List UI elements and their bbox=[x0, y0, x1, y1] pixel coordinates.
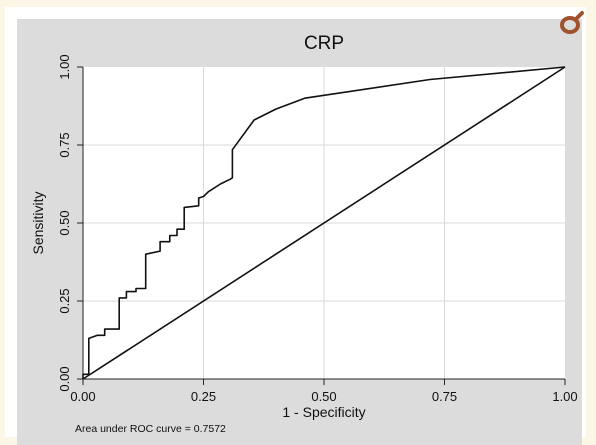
y-tick-label: 0.25 bbox=[57, 288, 72, 313]
y-tick-label: 0.50 bbox=[57, 210, 72, 235]
y-tick-label: 0.00 bbox=[57, 366, 72, 391]
x-tick-label: 0.50 bbox=[311, 389, 336, 404]
x-tick-label: 0.75 bbox=[432, 389, 457, 404]
chart-title: CRP bbox=[304, 33, 344, 54]
figure-frame: CRP 0.00 0.25 0.50 0.75 1.00 0.00 0.25 0.50 0.75 1… bbox=[5, 7, 586, 445]
x-tick-label: 0.00 bbox=[70, 389, 95, 404]
auc-note: Area under ROC curve = 0.7572 bbox=[75, 423, 226, 435]
reference-diagonal-line bbox=[82, 66, 566, 380]
roc-curve-line bbox=[82, 66, 566, 379]
y-tick-label: 1.00 bbox=[57, 54, 72, 79]
y-axis-label: Sensitivity bbox=[30, 191, 46, 254]
stylized-o-logo-icon bbox=[560, 11, 584, 34]
y-tick-label: 0.75 bbox=[57, 132, 72, 157]
x-tick-label: 0.25 bbox=[191, 389, 216, 404]
x-axis-label: 1 - Specificity bbox=[282, 404, 365, 420]
plot-panel: CRP 0.00 0.25 0.50 0.75 1.00 0.00 0.25 0.50 0.75 1… bbox=[17, 19, 582, 445]
roc-chart: CRP 0.00 0.25 0.50 0.75 1.00 0.00 0.25 0.50 0.75 1… bbox=[30, 33, 578, 435]
x-tick-label: 1.00 bbox=[552, 389, 577, 404]
